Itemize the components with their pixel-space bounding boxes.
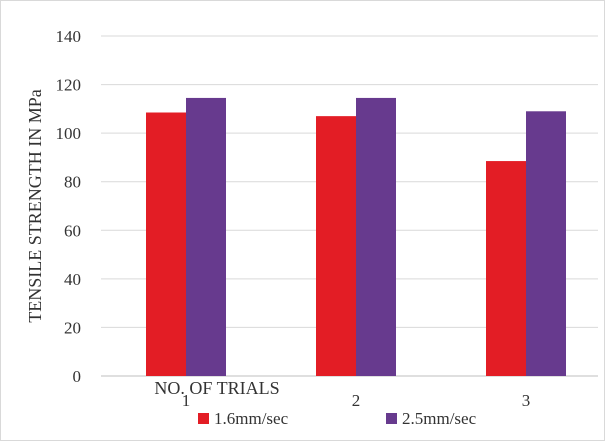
x-axis-label: NO. OF TRIALS <box>154 378 279 398</box>
y-tick-label: 140 <box>56 27 82 46</box>
x-tick-label: 2 <box>352 391 361 410</box>
x-tick-label: 3 <box>522 391 531 410</box>
y-tick-label: 20 <box>64 318 81 337</box>
y-tick-label: 60 <box>64 221 81 240</box>
y-tick-label: 100 <box>56 124 82 143</box>
bar-series2-cat3 <box>526 111 566 377</box>
y-tick-label: 80 <box>64 173 81 192</box>
bar-series1-cat2 <box>316 116 356 377</box>
bar-series1-cat1 <box>146 112 186 376</box>
x-tick-label: 1 <box>182 391 191 410</box>
legend-label: 1.6mm/sec <box>214 409 289 428</box>
bars <box>146 97 566 377</box>
legend: 1.6mm/sec 2.5mm/sec <box>198 409 477 428</box>
legend-label: 2.5mm/sec <box>402 409 477 428</box>
bar-series2-cat1 <box>186 97 226 376</box>
y-tick-label: 120 <box>56 76 82 95</box>
bar-series2-cat2 <box>356 97 396 376</box>
tick-labels: 0 20 40 60 80 100 120 140 1 2 3 <box>56 27 531 410</box>
y-tick-label: 40 <box>64 270 81 289</box>
y-tick-label: 0 <box>73 367 82 386</box>
legend-swatch <box>386 413 397 424</box>
legend-swatch <box>198 413 209 424</box>
bar-series1-cat3 <box>486 161 526 376</box>
y-axis-label: TENSILE STRENGTH IN MPa <box>25 89 45 322</box>
